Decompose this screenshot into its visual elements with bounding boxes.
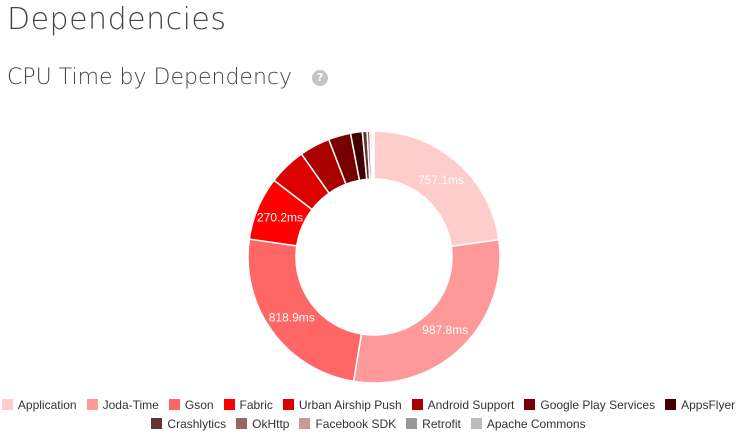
legend-swatch — [406, 418, 418, 429]
legend-label: Joda-Time — [102, 397, 159, 412]
legend-label: Gson — [184, 397, 214, 412]
legend-label: Crashlytics — [167, 416, 227, 431]
legend-swatch — [86, 399, 98, 410]
legend-label: AppsFlyer — [681, 397, 736, 412]
legend-swatch — [223, 399, 235, 410]
page-title: Dependencies — [7, 2, 227, 37]
pie-slice-joda-time[interactable] — [352, 238, 501, 384]
legend-item-retrofit[interactable]: Retrofit — [406, 417, 461, 431]
legend-swatch — [299, 418, 311, 429]
legend-swatch — [411, 399, 423, 410]
legend-row: Application Joda-Time Gson Fabric Urban Airs… — [0, 395, 737, 414]
legend-item-apache-commons[interactable]: Apache Commons — [470, 416, 586, 431]
legend-item-urban-airship-push[interactable]: Urban Airship Push — [282, 397, 402, 412]
legend-swatch — [151, 418, 163, 429]
legend-label: Urban Airship Push — [298, 397, 402, 412]
help-icon[interactable]: ? — [312, 69, 329, 86]
legend-swatch — [168, 399, 180, 410]
legend-label: Apache Commons — [486, 416, 586, 431]
legend-swatch — [236, 418, 248, 429]
legend-label: Retrofit — [422, 416, 461, 431]
legend-item-fabric[interactable]: Fabric — [223, 397, 273, 412]
legend-item-okhttp[interactable]: OkHttp — [236, 417, 289, 431]
pie-slice-application[interactable] — [373, 130, 500, 248]
legend-label: Fabric — [239, 397, 273, 412]
chart-legend: Application Joda-Time Gson Fabric Urban Airs… — [0, 395, 737, 433]
pie-slice-gson[interactable] — [247, 238, 363, 383]
legend-swatch — [665, 399, 677, 410]
pie-slice-apache-commons[interactable] — [372, 130, 375, 180]
legend-item-gson[interactable]: Gson — [168, 397, 214, 412]
legend-swatch — [1, 399, 13, 410]
legend-label: Application — [17, 397, 77, 412]
legend-label: OkHttp — [252, 416, 290, 431]
legend-item-google-play-services[interactable]: Google Play Services — [524, 398, 655, 412]
legend-label: Android Support — [427, 397, 515, 412]
legend-label: Google Play Services — [540, 397, 656, 412]
legend-swatch — [470, 418, 482, 429]
legend-label: Facebook SDK — [315, 416, 397, 431]
legend-item-appsflyer[interactable]: AppsFlyer — [665, 398, 735, 412]
legend-item-android-support[interactable]: Android Support — [411, 397, 515, 412]
chart-title: CPU Time by Dependency — [7, 65, 293, 90]
legend-item-facebook-sdk[interactable]: Facebook SDK — [299, 417, 396, 431]
legend-item-application[interactable]: Application — [1, 397, 77, 412]
legend-swatch — [524, 399, 536, 410]
legend-swatch — [282, 399, 294, 410]
legend-item-crashlytics[interactable]: Crashlytics — [151, 417, 226, 431]
legend-row: Crashlytics OkHttp Facebook SDK Retrofit Apa… — [0, 414, 737, 433]
legend-item-joda-time[interactable]: Joda-Time — [86, 397, 159, 412]
chart-section-title: CPU Time by Dependency ? — [7, 65, 329, 90]
